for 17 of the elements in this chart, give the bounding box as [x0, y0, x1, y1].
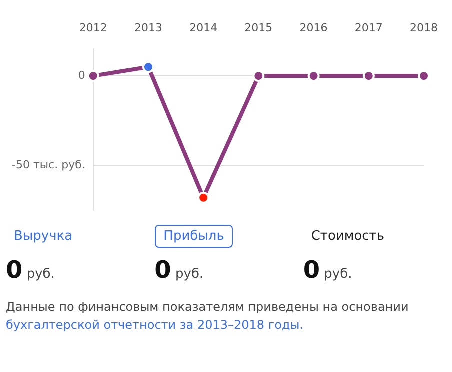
- text: бухгалтерской отчетности за 2013–2018 годы.: [6, 318, 304, 332]
- text: Данные по финансовым показателям приведены на основании: [6, 300, 409, 314]
- x-tick-label: 2014: [190, 21, 218, 34]
- y-tick-label: 0: [78, 68, 86, 82]
- x-tick-label: 2013: [134, 21, 162, 34]
- text: Прибыль: [154, 225, 234, 248]
- x-tick-label: 2017: [354, 21, 383, 34]
- x-tick-label: 2015: [244, 21, 273, 34]
- x-tick-label: 2018: [410, 21, 438, 34]
- text: Стоимость: [310, 228, 386, 246]
- y-tick-label: -50 тыс. руб.: [12, 158, 86, 172]
- text: Выручка: [13, 228, 74, 246]
- text: 0 руб.: [154, 256, 204, 284]
- text: 0 руб.: [6, 256, 55, 284]
- x-tick-label: 2016: [300, 21, 328, 34]
- text: 0 руб.: [303, 256, 352, 284]
- x-tick-label: 2012: [79, 21, 108, 34]
